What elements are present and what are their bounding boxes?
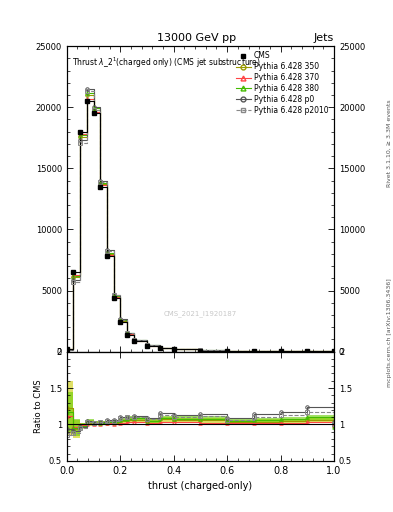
Text: mcplots.cern.ch [arXiv:1306.3436]: mcplots.cern.ch [arXiv:1306.3436] <box>387 279 391 387</box>
Legend: CMS, Pythia 6.428 350, Pythia 6.428 370, Pythia 6.428 380, Pythia 6.428 p0, Pyth: CMS, Pythia 6.428 350, Pythia 6.428 370,… <box>234 50 330 117</box>
X-axis label: thrust (charged-only): thrust (charged-only) <box>149 481 252 491</box>
Text: Rivet 3.1.10, ≥ 3.3M events: Rivet 3.1.10, ≥ 3.3M events <box>387 99 391 187</box>
Text: 13000 GeV pp: 13000 GeV pp <box>157 33 236 44</box>
Text: Jets: Jets <box>314 33 334 44</box>
Y-axis label: Ratio to CMS: Ratio to CMS <box>34 379 43 433</box>
Text: CMS_2021_I1920187: CMS_2021_I1920187 <box>164 310 237 317</box>
Text: Thrust $\lambda$_2$^1$(charged only) (CMS jet substructure): Thrust $\lambda$_2$^1$(charged only) (CM… <box>72 55 261 70</box>
